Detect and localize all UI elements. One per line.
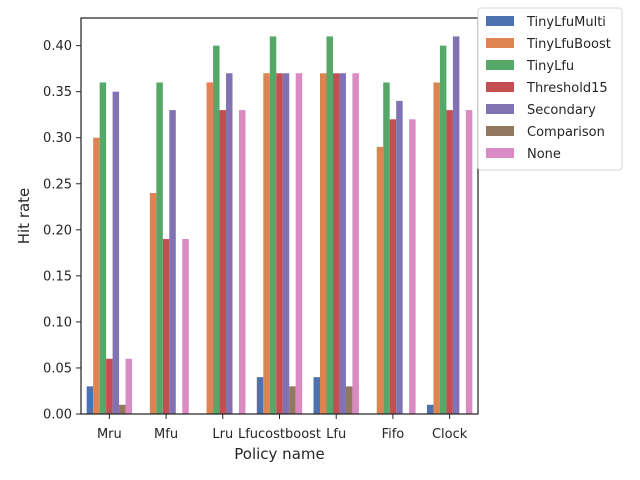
bar (289, 386, 296, 414)
bar (426, 404, 434, 414)
y-tick-label: 0.20 (43, 223, 72, 238)
bar (439, 45, 447, 415)
x-axis: Mru Mfu Lru Lfucostboost Lfu Fifo Clock (97, 414, 468, 442)
bar (256, 377, 264, 414)
bar (452, 36, 460, 414)
legend-swatch (486, 104, 514, 114)
legend-entry: TinyLfu (526, 59, 574, 74)
y-axis-label: Hit rate (15, 188, 33, 245)
legend-entry: Secondary (527, 103, 596, 118)
bars-group (86, 36, 473, 415)
bar (313, 377, 321, 414)
bar (112, 91, 120, 415)
bar (213, 45, 220, 415)
x-tick-label: Fifo (382, 427, 405, 442)
y-axis: 0.00 0.05 0.10 0.15 0.20 0.25 0.30 0.35 0.40 (43, 39, 81, 423)
bar (282, 73, 290, 415)
x-tick-label: Mfu (154, 427, 178, 442)
bar (93, 137, 100, 414)
bar (219, 110, 227, 415)
y-tick-label: 0.15 (43, 269, 72, 284)
bar (263, 73, 270, 415)
legend-swatch (486, 60, 514, 70)
legend-swatch (486, 82, 514, 92)
legend-entry: TinyLfuBoost (526, 37, 611, 52)
x-tick-label: Lfu (326, 427, 346, 442)
bar (106, 358, 113, 414)
bar (396, 100, 403, 414)
bar (162, 239, 170, 414)
legend: TinyLfuMulti TinyLfuBoost TinyLfu Threshold… (477, 7, 623, 171)
bar (332, 73, 340, 415)
bar (149, 192, 157, 414)
y-tick-label: 0.35 (43, 85, 72, 100)
y-tick-label: 0.05 (43, 361, 72, 376)
bar (352, 73, 359, 415)
legend-swatch (486, 38, 514, 48)
x-axis-label: Policy name (234, 445, 324, 463)
bar (389, 119, 397, 415)
legend-entry: Comparison (527, 125, 605, 140)
bar (206, 82, 214, 414)
x-tick-label: Lru (212, 427, 233, 442)
bar (376, 146, 384, 414)
bar (409, 119, 416, 415)
legend-swatch (486, 148, 514, 158)
y-tick-label: 0.30 (43, 131, 72, 146)
bar (276, 73, 283, 415)
y-tick-label: 0.00 (43, 408, 72, 423)
bar (169, 110, 176, 415)
x-tick-label: Mru (97, 427, 122, 442)
x-tick-label: Lfucostboost (238, 427, 321, 442)
bar (320, 73, 327, 415)
y-tick-label: 0.25 (43, 177, 72, 192)
legend-entry: None (527, 147, 561, 162)
bar (295, 73, 303, 415)
bar (433, 82, 440, 414)
bar (446, 110, 453, 415)
bar (182, 239, 189, 414)
bar (238, 110, 246, 415)
bar (269, 36, 277, 414)
legend-swatch (486, 16, 514, 26)
y-tick-label: 0.40 (43, 39, 72, 54)
bar (226, 73, 233, 415)
bar (119, 404, 126, 414)
legend-entry: TinyLfuMulti (526, 15, 606, 30)
bar (326, 36, 333, 414)
bar (86, 386, 94, 414)
bar (383, 82, 390, 414)
legend-swatch (486, 126, 514, 136)
bar (339, 73, 346, 415)
x-tick-label: Clock (432, 427, 468, 442)
bar (99, 82, 107, 414)
y-tick-label: 0.10 (43, 315, 72, 330)
bar (465, 110, 473, 415)
bar (345, 386, 353, 414)
legend-entry: Threshold15 (526, 81, 608, 96)
bar (125, 358, 133, 414)
bar (156, 82, 163, 414)
